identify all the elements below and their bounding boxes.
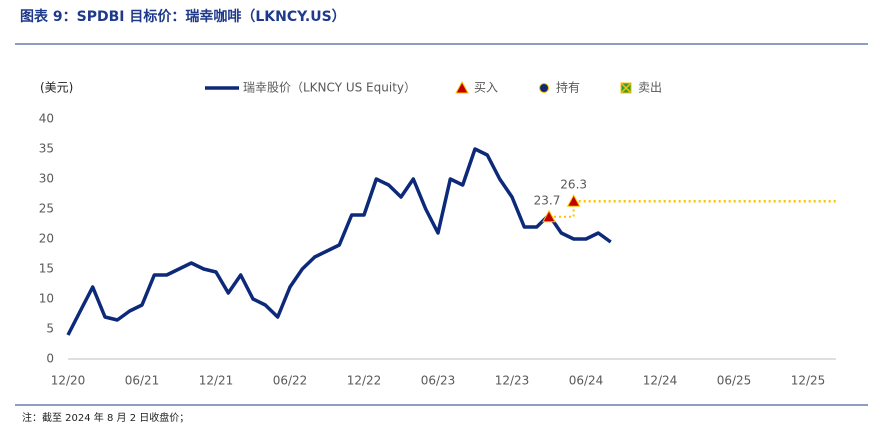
y-axis-label: (美元) <box>40 81 73 95</box>
y-tick-label: 20 <box>39 232 54 246</box>
x-tick-label: 06/23 <box>421 374 456 388</box>
note: 注：截至 2024 年 8 月 2 日收盘价； <box>22 411 189 424</box>
legend-cross <box>621 83 631 93</box>
triangle-marker <box>566 194 581 207</box>
chart-title: 图表 9：SPDBI 目标价：瑞幸咖啡（LKNCY.US） <box>20 8 346 25</box>
price-line <box>66 147 612 336</box>
x-tick-label: 12/22 <box>347 374 382 388</box>
x-tick-label: 12/25 <box>791 374 826 388</box>
y-tick-label: 25 <box>39 202 54 216</box>
y-tick-label: 40 <box>39 112 54 126</box>
x-tick-label: 12/21 <box>199 374 234 388</box>
legend-label: 买入 <box>474 81 498 95</box>
x-tick-label: 06/25 <box>717 374 752 388</box>
y-tick-label: 35 <box>39 142 54 156</box>
data-label: 26.3 <box>560 178 587 192</box>
legend-symbol <box>455 80 469 94</box>
y-tick-label: 0 <box>46 352 54 366</box>
x-tick-label: 06/24 <box>569 374 604 388</box>
legend-label: 瑞幸股价（LKNCY US Equity） <box>243 81 416 95</box>
triangle-marker <box>542 209 556 223</box>
data-label: 23.7 <box>534 193 561 207</box>
x-tick-label: 12/23 <box>495 374 530 388</box>
x-tick-label: 12/24 <box>643 374 678 388</box>
x-tick-label: 06/22 <box>273 374 308 388</box>
y-tick-label: 10 <box>39 292 54 306</box>
y-tick-label: 5 <box>46 322 54 336</box>
legend-symbol <box>539 83 550 93</box>
legend-label: 卖出 <box>638 81 662 95</box>
x-tick-label: 06/21 <box>125 374 160 388</box>
y-tick-label: 30 <box>39 172 54 186</box>
y-tick-label: 15 <box>39 262 54 276</box>
legend-label: 持有 <box>556 80 580 95</box>
x-tick-label: 12/20 <box>51 374 86 388</box>
